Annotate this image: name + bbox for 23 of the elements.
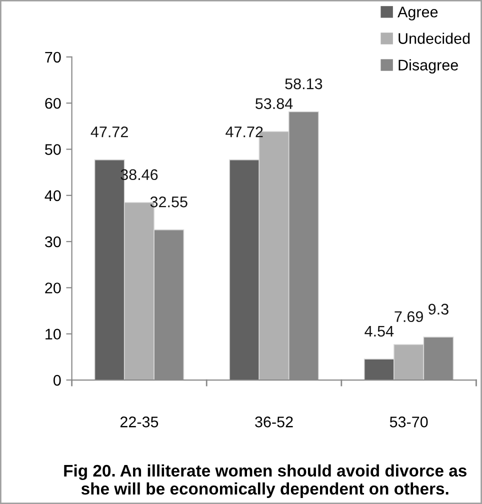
data-label: 47.72 xyxy=(226,126,263,138)
text: Fig 20. An illiterate women should avoid divorce as she will be economically dependent on others. xyxy=(64,464,466,498)
data-label: 9.3 xyxy=(428,304,448,315)
data-label: 47.72 xyxy=(90,126,128,138)
legend-label: Agree xyxy=(398,6,438,20)
x-tick-label: 36-52 xyxy=(255,416,293,428)
data-label: 4.54 xyxy=(364,326,394,337)
data-label: 32.55 xyxy=(150,196,188,208)
legend-label: Undecided xyxy=(398,32,470,44)
y-tick-label: 50 xyxy=(45,144,61,155)
y-tick-label: 70 xyxy=(45,52,61,63)
y-tick-label: 0 xyxy=(54,374,61,386)
y-tick-label: 60 xyxy=(45,98,61,109)
x-tick-label: 22-35 xyxy=(120,416,158,428)
legend-label: Disagree xyxy=(398,59,458,74)
data-label: 53.84 xyxy=(256,98,293,110)
y-tick-label: 20 xyxy=(45,282,61,294)
y-tick-label: 40 xyxy=(44,190,61,202)
y-tick-label: 30 xyxy=(44,236,61,248)
data-label: 7.69 xyxy=(394,311,423,322)
x-tick-label: 53-70 xyxy=(390,416,428,428)
data-label: 58.13 xyxy=(285,78,322,90)
y-tick-label: 10 xyxy=(46,328,61,340)
